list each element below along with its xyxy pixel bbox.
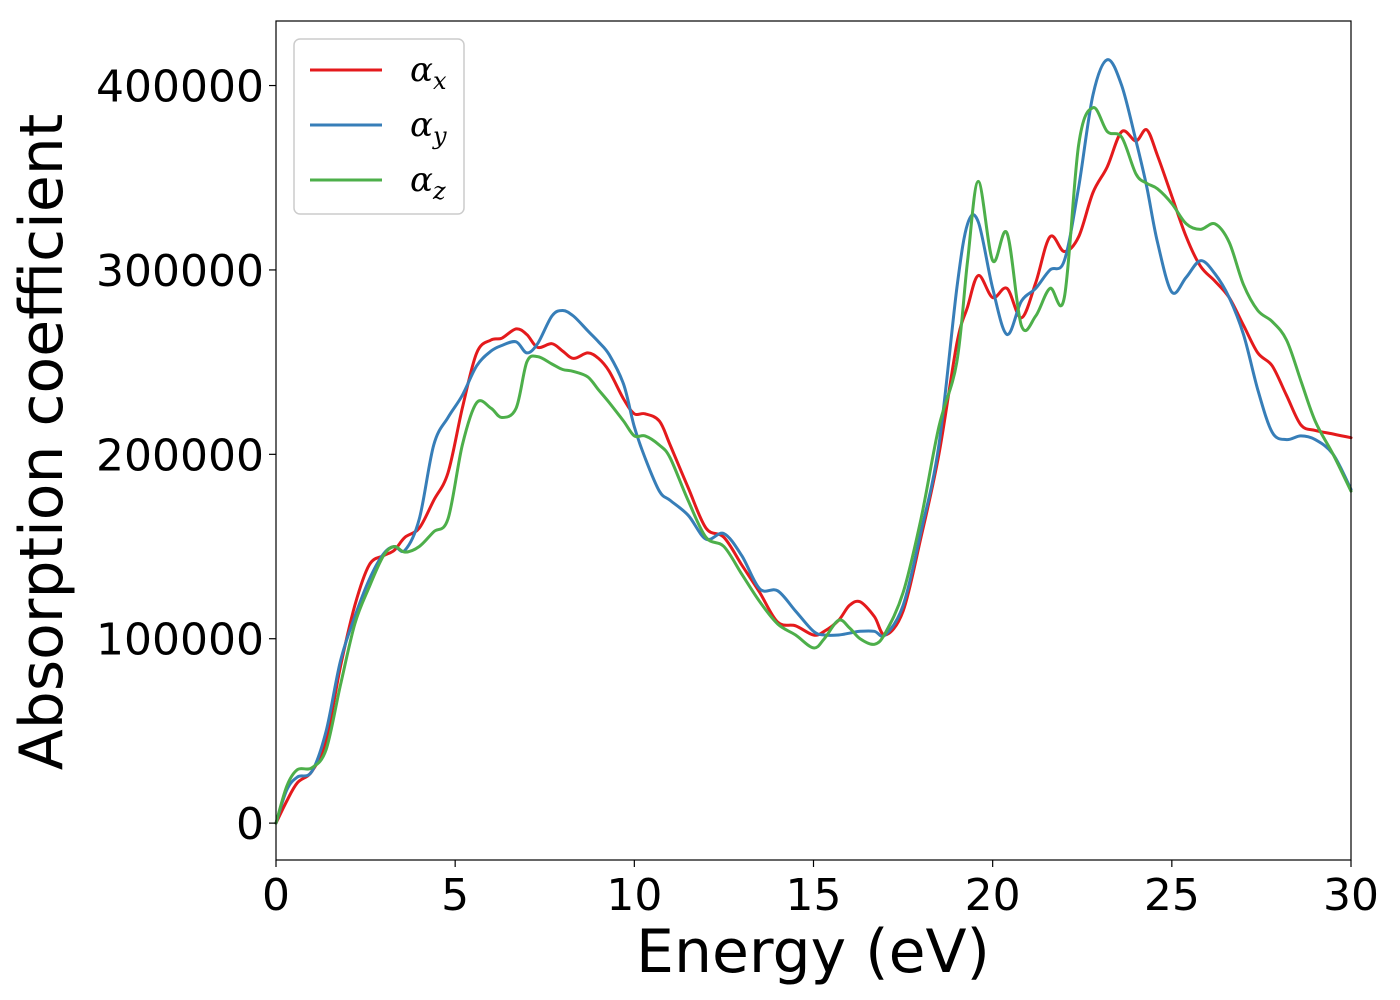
y-tick-label: 100000 <box>96 615 264 666</box>
y-tick-label: 300000 <box>96 246 264 297</box>
x-tick-label: 20 <box>965 870 1021 921</box>
legend-symbol: α <box>410 105 433 145</box>
legend-subscript: y <box>432 122 447 150</box>
x-tick-label: 25 <box>1144 870 1200 921</box>
y-tick-label: 0 <box>236 799 264 850</box>
y-tick-label: 200000 <box>96 430 264 481</box>
series-line-z <box>274 106 1353 825</box>
legend-label-x: αx <box>410 50 447 95</box>
y-tick-label: 400000 <box>96 62 264 113</box>
series-line-y <box>274 58 1353 825</box>
legend-subscript: x <box>433 67 447 95</box>
legend-symbol: α <box>410 50 433 90</box>
legend-label-y: αy <box>410 105 447 150</box>
legend-symbol: α <box>410 160 433 200</box>
y-axis-label: Absorption coefficient <box>7 114 77 771</box>
x-tick-label: 0 <box>262 870 290 921</box>
x-tick-label: 15 <box>786 870 842 921</box>
x-axis-label: Energy (eV) <box>636 917 990 987</box>
series-group <box>274 58 1353 825</box>
legend-label-z: αz <box>410 160 446 205</box>
legend-subscript: z <box>432 177 446 205</box>
x-tick-label: 5 <box>441 870 469 921</box>
x-tick-label: 30 <box>1323 870 1379 921</box>
x-tick-label: 10 <box>606 870 662 921</box>
series-line-x <box>274 128 1353 825</box>
x-axis: 0 5 10 15 20 25 30 <box>262 860 1379 921</box>
y-axis: 0 100000 200000 300000 400000 <box>96 62 276 850</box>
